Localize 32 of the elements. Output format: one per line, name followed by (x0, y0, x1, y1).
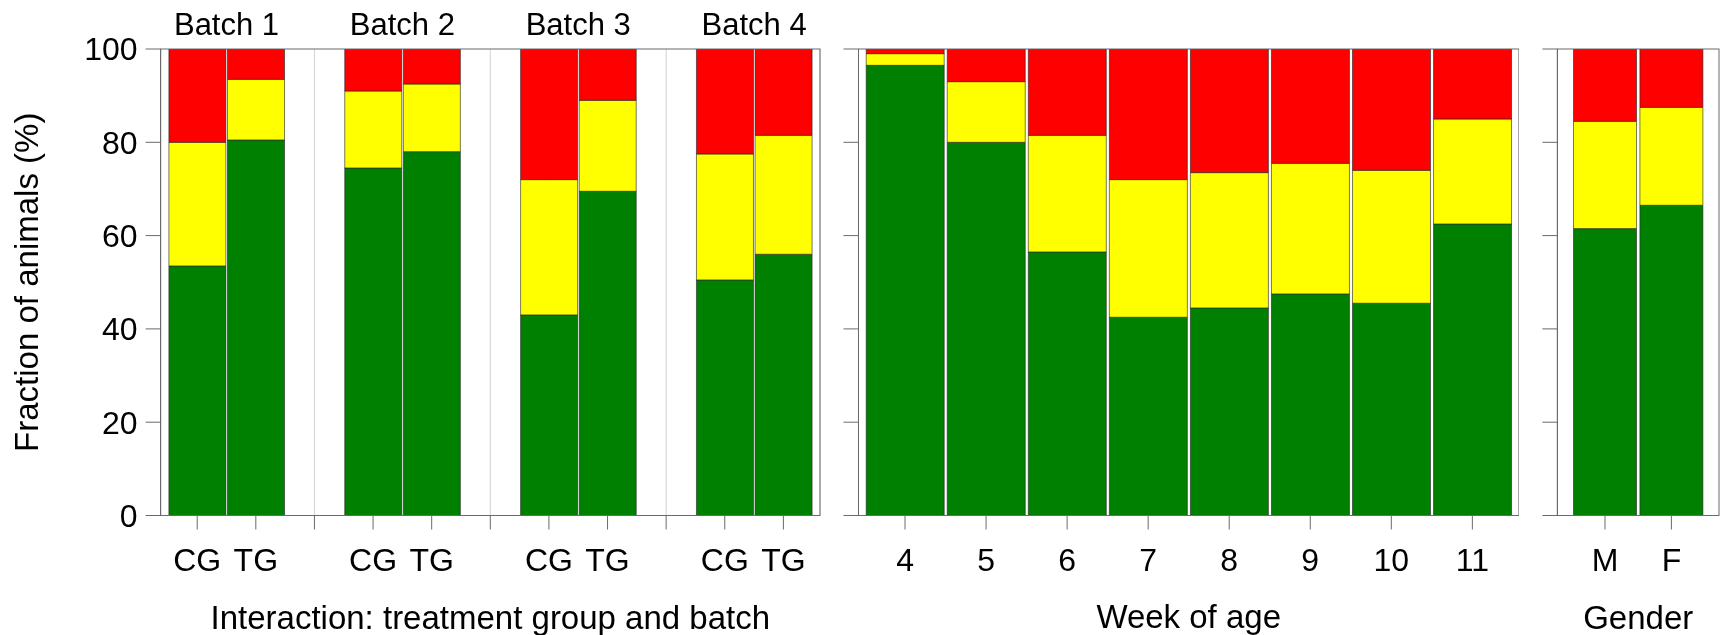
y-tick-label: 60 (102, 217, 138, 254)
x-tick-label: 4 (896, 542, 914, 579)
y-tick-label: 20 (102, 404, 138, 441)
y-axis-title: Fraction of animals (%) (7, 112, 45, 452)
x-axis-title: Gender (1583, 598, 1694, 635)
x-tick-label: TG (409, 542, 454, 579)
x-tick-label: CG (349, 542, 398, 579)
x-tick-label: 5 (977, 542, 995, 579)
x-tick-label: CG (524, 542, 573, 579)
y-tick-label: 0 (119, 497, 138, 534)
x-tick-label: F (1661, 542, 1682, 579)
text: Batch 3 (525, 6, 631, 42)
text: Batch 1 (173, 6, 280, 42)
x-tick-label: 9 (1301, 542, 1320, 579)
y-tick-label: 100 (84, 31, 138, 68)
x-tick-label: CG (700, 542, 749, 579)
text: Batch 4 (701, 6, 807, 42)
x-tick-label: 8 (1220, 542, 1239, 579)
x-tick-label: TG (233, 542, 279, 579)
x-tick-label: CG (173, 542, 222, 579)
x-tick-label: TG (585, 542, 630, 579)
x-tick-label: 10 (1373, 542, 1410, 579)
x-tick-label: M (1591, 542, 1619, 579)
x-axis-title: Interaction: treatment group and batch (210, 598, 771, 635)
x-tick-label: 6 (1058, 542, 1077, 579)
x-tick-label: 11 (1455, 542, 1489, 579)
x-axis-title: Week of age (1096, 598, 1281, 635)
text: Batch 2 (349, 6, 455, 42)
x-tick-label: 7 (1139, 542, 1158, 579)
y-tick-label: 80 (102, 124, 138, 161)
x-tick-label: TG (761, 542, 806, 579)
y-tick-label: 40 (102, 311, 138, 348)
